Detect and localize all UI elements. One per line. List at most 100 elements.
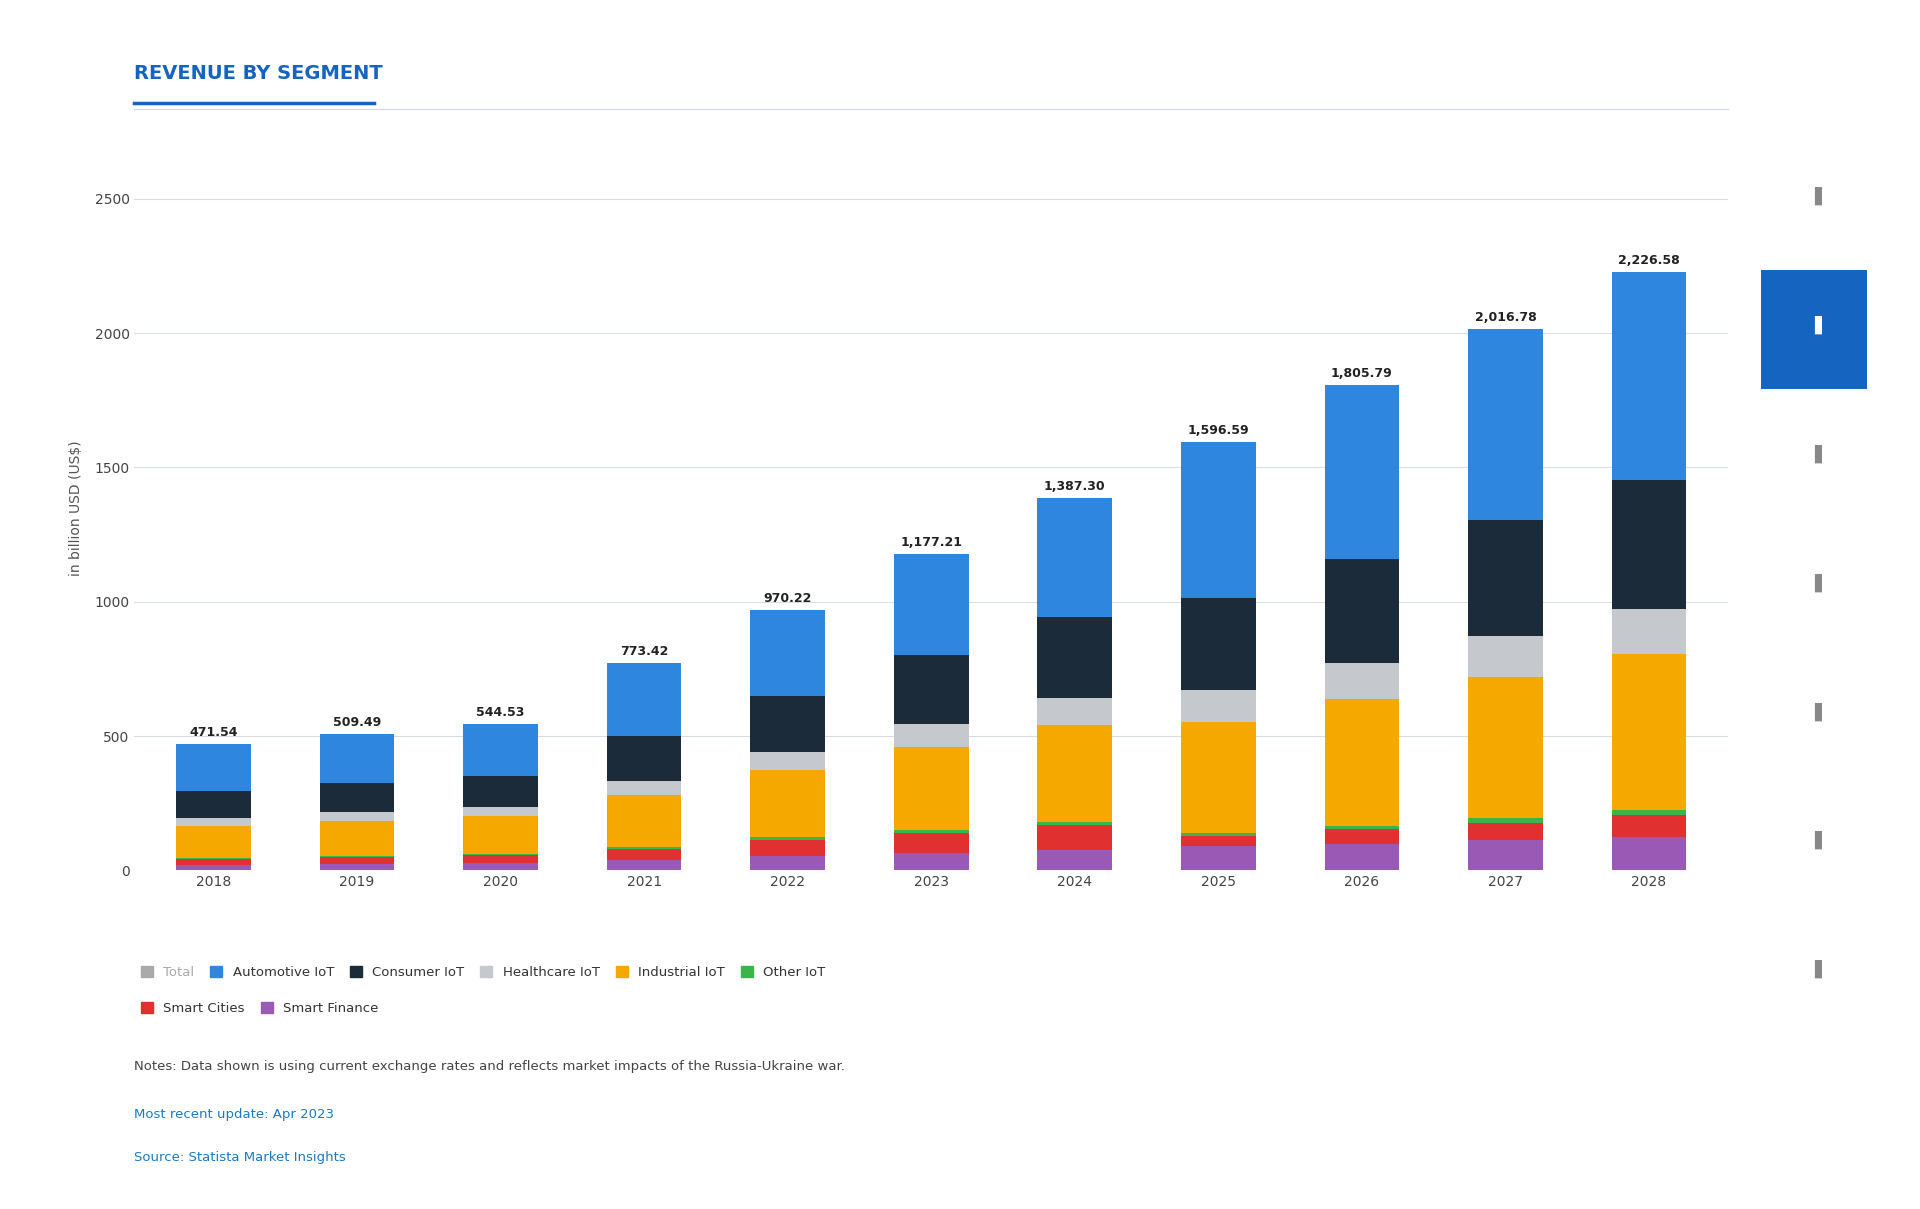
- Bar: [1611, 480, 1686, 608]
- Bar: [751, 609, 826, 695]
- Bar: [607, 849, 682, 860]
- Bar: [319, 783, 394, 812]
- Bar: [319, 821, 394, 856]
- Bar: [1325, 826, 1400, 829]
- Bar: [1181, 833, 1256, 837]
- Text: ▐: ▐: [1807, 831, 1822, 850]
- Bar: [751, 856, 826, 870]
- Text: 2,016.78: 2,016.78: [1475, 311, 1536, 324]
- Bar: [177, 744, 252, 791]
- Bar: [895, 724, 968, 747]
- Bar: [1611, 272, 1686, 480]
- Bar: [1181, 722, 1256, 833]
- Bar: [895, 747, 968, 831]
- Bar: [1469, 823, 1544, 840]
- Text: Source: Statista Market Insights: Source: Statista Market Insights: [134, 1151, 346, 1163]
- Bar: [463, 806, 538, 816]
- Bar: [1037, 850, 1112, 870]
- Bar: [319, 856, 394, 857]
- Bar: [177, 864, 252, 870]
- Bar: [1325, 844, 1400, 870]
- Bar: [1325, 829, 1400, 844]
- Text: 1,387.30: 1,387.30: [1044, 480, 1106, 493]
- Bar: [751, 770, 826, 838]
- Text: ▐: ▐: [1807, 573, 1822, 591]
- Bar: [895, 655, 968, 724]
- Bar: [319, 863, 394, 870]
- Bar: [895, 854, 968, 870]
- Text: ▐: ▐: [1807, 960, 1822, 978]
- Bar: [1469, 840, 1544, 870]
- Text: 2,226.58: 2,226.58: [1619, 254, 1680, 267]
- Bar: [177, 791, 252, 817]
- Bar: [319, 734, 394, 783]
- Bar: [463, 856, 538, 863]
- Text: 970.22: 970.22: [764, 592, 812, 604]
- Text: ▐: ▐: [1807, 702, 1822, 721]
- Bar: [607, 781, 682, 794]
- Bar: [1611, 815, 1686, 837]
- Bar: [1181, 441, 1256, 598]
- Bar: [1469, 329, 1544, 520]
- Text: 773.42: 773.42: [620, 644, 668, 658]
- Bar: [319, 812, 394, 821]
- Bar: [1611, 837, 1686, 870]
- Text: 1,177.21: 1,177.21: [900, 537, 962, 549]
- Text: 509.49: 509.49: [332, 716, 380, 729]
- Bar: [895, 833, 968, 854]
- Bar: [895, 831, 968, 833]
- Bar: [751, 839, 826, 856]
- Bar: [895, 554, 968, 655]
- Text: Notes: Data shown is using current exchange rates and reflects market impacts of: Notes: Data shown is using current excha…: [134, 1060, 845, 1072]
- Bar: [1325, 386, 1400, 559]
- Bar: [463, 863, 538, 870]
- Text: 471.54: 471.54: [188, 725, 238, 739]
- Text: 1,596.59: 1,596.59: [1188, 423, 1250, 436]
- Bar: [1181, 837, 1256, 846]
- Bar: [1469, 818, 1544, 823]
- Legend: Total, Automotive IoT, Consumer IoT, Healthcare IoT, Industrial IoT, Other IoT: Total, Automotive IoT, Consumer IoT, Hea…: [140, 966, 826, 979]
- Bar: [463, 724, 538, 776]
- Bar: [177, 860, 252, 864]
- Bar: [607, 848, 682, 849]
- Y-axis label: in billion USD (US$): in billion USD (US$): [69, 440, 83, 575]
- Bar: [607, 794, 682, 848]
- Bar: [463, 816, 538, 854]
- Bar: [1611, 608, 1686, 654]
- Bar: [751, 695, 826, 752]
- Bar: [319, 857, 394, 863]
- Text: 544.53: 544.53: [476, 706, 524, 719]
- Bar: [607, 860, 682, 870]
- Bar: [1469, 677, 1544, 818]
- Bar: [751, 752, 826, 770]
- Text: ▐: ▐: [1807, 445, 1822, 463]
- Bar: [1325, 663, 1400, 699]
- Text: ▐: ▐: [1807, 186, 1822, 206]
- FancyBboxPatch shape: [1761, 271, 1868, 389]
- Bar: [1181, 690, 1256, 722]
- Bar: [1037, 498, 1112, 618]
- Bar: [1037, 618, 1112, 698]
- Bar: [1325, 559, 1400, 663]
- Bar: [1469, 520, 1544, 636]
- Text: Most recent update: Apr 2023: Most recent update: Apr 2023: [134, 1109, 334, 1121]
- Bar: [1037, 698, 1112, 725]
- Text: REVENUE BY SEGMENT: REVENUE BY SEGMENT: [134, 64, 384, 82]
- Bar: [1611, 810, 1686, 815]
- Bar: [1611, 654, 1686, 810]
- Bar: [463, 854, 538, 856]
- Bar: [463, 776, 538, 806]
- Bar: [607, 736, 682, 781]
- Bar: [177, 826, 252, 858]
- Bar: [1469, 636, 1544, 677]
- Bar: [1325, 699, 1400, 826]
- Legend: Smart Cities, Smart Finance: Smart Cities, Smart Finance: [140, 1002, 378, 1016]
- Bar: [1037, 725, 1112, 822]
- Bar: [607, 663, 682, 736]
- Bar: [751, 838, 826, 839]
- Bar: [177, 817, 252, 826]
- Bar: [1037, 822, 1112, 826]
- Bar: [1181, 598, 1256, 690]
- Text: ▐: ▐: [1807, 316, 1822, 334]
- Bar: [1181, 846, 1256, 870]
